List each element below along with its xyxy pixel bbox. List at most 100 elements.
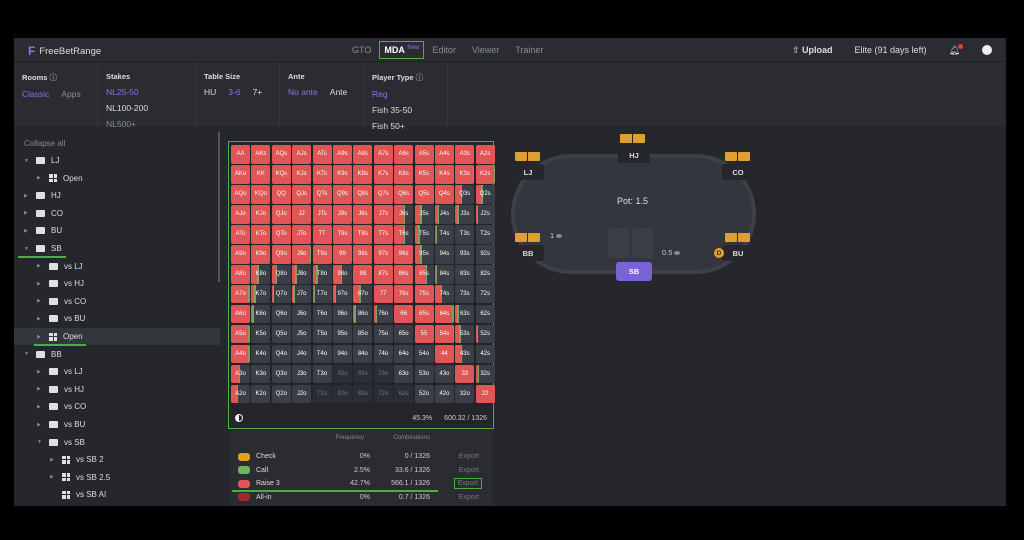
- hand-cell[interactable]: J4o: [292, 344, 312, 364]
- tree-item-vs-sb-2.5[interactable]: ▶ vs SB 2.5: [14, 469, 220, 486]
- hand-cell[interactable]: JTs: [312, 204, 332, 224]
- account-icon[interactable]: [982, 45, 992, 55]
- hand-cell[interactable]: 76o: [373, 304, 393, 324]
- tree-item-lj[interactable]: ▼ LJ: [14, 152, 220, 169]
- hand-cell[interactable]: AKo: [231, 164, 250, 184]
- hand-cell[interactable]: 92o: [332, 384, 352, 404]
- seat-bb[interactable]: BB: [512, 245, 544, 261]
- hand-cell[interactable]: T2o: [312, 384, 332, 404]
- filter-option[interactable]: HU: [204, 87, 217, 97]
- caret-icon[interactable]: ▶: [37, 263, 41, 270]
- hand-cell[interactable]: Q9s: [332, 184, 352, 204]
- hand-cell[interactable]: 63s: [455, 304, 475, 324]
- hand-cell[interactable]: A5o: [231, 324, 250, 344]
- seat-bu[interactable]: BU: [722, 245, 754, 261]
- hand-cell[interactable]: K3s: [455, 164, 475, 184]
- hand-cell[interactable]: J2o: [292, 384, 312, 404]
- tree-item-bu[interactable]: ▶ BU: [14, 222, 220, 239]
- export-button[interactable]: Export: [453, 478, 482, 489]
- filter-option[interactable]: Fish 50+: [372, 121, 405, 131]
- hand-cell[interactable]: Q6o: [271, 304, 291, 324]
- hand-cell[interactable]: 87o: [353, 284, 373, 304]
- hand-cell[interactable]: 62o: [394, 384, 414, 404]
- hand-cell[interactable]: AQo: [231, 184, 250, 204]
- hand-cell[interactable]: Q9o: [271, 244, 291, 264]
- hand-cell[interactable]: JTo: [292, 224, 312, 244]
- hand-cell[interactable]: K7s: [373, 164, 393, 184]
- export-button[interactable]: Export: [458, 453, 479, 460]
- hand-cell[interactable]: J8o: [292, 264, 312, 284]
- hand-cell[interactable]: KK: [251, 164, 271, 184]
- nav-viewer[interactable]: Viewer: [471, 45, 500, 55]
- hand-cell[interactable]: T8o: [312, 264, 332, 284]
- hand-cell[interactable]: 54s: [434, 324, 454, 344]
- hand-cell[interactable]: T7s: [373, 224, 393, 244]
- hand-cell[interactable]: 32s: [475, 364, 495, 384]
- hand-cell[interactable]: J2s: [475, 204, 495, 224]
- hand-cell[interactable]: 52o: [414, 384, 434, 404]
- hand-cell[interactable]: QJo: [271, 204, 291, 224]
- filter-option[interactable]: 7+: [252, 87, 263, 97]
- hand-cell[interactable]: Q4o: [271, 344, 291, 364]
- caret-icon[interactable]: ▶: [37, 315, 41, 322]
- hand-cell[interactable]: 96s: [394, 244, 414, 264]
- hand-cell[interactable]: A4o: [231, 344, 250, 364]
- hand-cell[interactable]: A2s: [475, 145, 495, 164]
- hand-cell[interactable]: Q6s: [394, 184, 414, 204]
- hand-cell[interactable]: J6o: [292, 304, 312, 324]
- hand-cell[interactable]: 95s: [414, 244, 434, 264]
- hand-cell[interactable]: 73o: [373, 364, 393, 384]
- hand-cell[interactable]: T9s: [332, 224, 352, 244]
- hand-cell[interactable]: 44: [434, 344, 454, 364]
- export-button[interactable]: Export: [458, 493, 479, 501]
- hand-cell[interactable]: A5s: [414, 145, 434, 164]
- hand-cell[interactable]: 52s: [475, 324, 495, 344]
- hand-cell[interactable]: 43o: [434, 364, 454, 384]
- caret-icon[interactable]: ▼: [37, 439, 42, 446]
- hand-cell[interactable]: A3o: [231, 364, 250, 384]
- caret-icon[interactable]: ▼: [24, 245, 29, 252]
- nav-trainer[interactable]: Trainer: [515, 45, 544, 55]
- hand-cell[interactable]: 33: [455, 364, 475, 384]
- hand-cell[interactable]: A9o: [231, 244, 250, 264]
- hand-cell[interactable]: T6s: [394, 224, 414, 244]
- tree-item-co[interactable]: ▶ CO: [14, 205, 220, 222]
- hand-cell[interactable]: 63o: [394, 364, 414, 384]
- tree-item-vs-hj[interactable]: ▶ vs HJ: [14, 275, 220, 292]
- caret-icon[interactable]: ▶: [37, 421, 41, 428]
- tree-item-vs-co[interactable]: ▶ vs CO: [14, 293, 220, 310]
- tree-item-vs-sb-2[interactable]: ▶ vs SB 2: [14, 451, 220, 468]
- caret-icon[interactable]: ▶: [37, 280, 41, 287]
- hand-cell[interactable]: Q7s: [373, 184, 393, 204]
- caret-icon[interactable]: ▶: [24, 192, 28, 199]
- hand-cell[interactable]: A7o: [231, 284, 250, 304]
- hand-cell[interactable]: T3s: [455, 224, 475, 244]
- hand-cell[interactable]: J6s: [394, 204, 414, 224]
- hand-cell[interactable]: 94s: [434, 244, 454, 264]
- hand-cell[interactable]: 42o: [434, 384, 454, 404]
- hand-cell[interactable]: 95o: [332, 324, 352, 344]
- seat-sb[interactable]: SB: [616, 262, 652, 281]
- filter-option[interactable]: No ante: [288, 87, 318, 97]
- hand-cell[interactable]: 87s: [373, 264, 393, 284]
- caret-icon[interactable]: ▶: [24, 210, 28, 217]
- hand-cell[interactable]: 74s: [434, 284, 454, 304]
- hand-cell[interactable]: 93s: [455, 244, 475, 264]
- hand-cell[interactable]: 55: [414, 324, 434, 344]
- hand-cell[interactable]: A2o: [231, 384, 250, 404]
- tree-item-open[interactable]: ▶ Open: [14, 328, 220, 345]
- hand-cell[interactable]: 54o: [414, 344, 434, 364]
- nav-mda[interactable]: MDA New: [379, 41, 425, 59]
- hand-cell[interactable]: Q7o: [271, 284, 291, 304]
- hand-cell[interactable]: 75s: [414, 284, 434, 304]
- hand-cell[interactable]: KTo: [251, 224, 271, 244]
- hand-cell[interactable]: 86o: [353, 304, 373, 324]
- hand-cell[interactable]: J7s: [373, 204, 393, 224]
- hand-cell[interactable]: 32o: [455, 384, 475, 404]
- hand-cell[interactable]: 74o: [373, 344, 393, 364]
- hand-cell[interactable]: 77: [373, 284, 393, 304]
- nav-gto[interactable]: GTO: [352, 45, 372, 55]
- tree-item-hj[interactable]: ▶ HJ: [14, 187, 220, 204]
- tree-item-vs-lj[interactable]: ▶ vs LJ: [14, 363, 220, 380]
- hand-cell[interactable]: J5o: [292, 324, 312, 344]
